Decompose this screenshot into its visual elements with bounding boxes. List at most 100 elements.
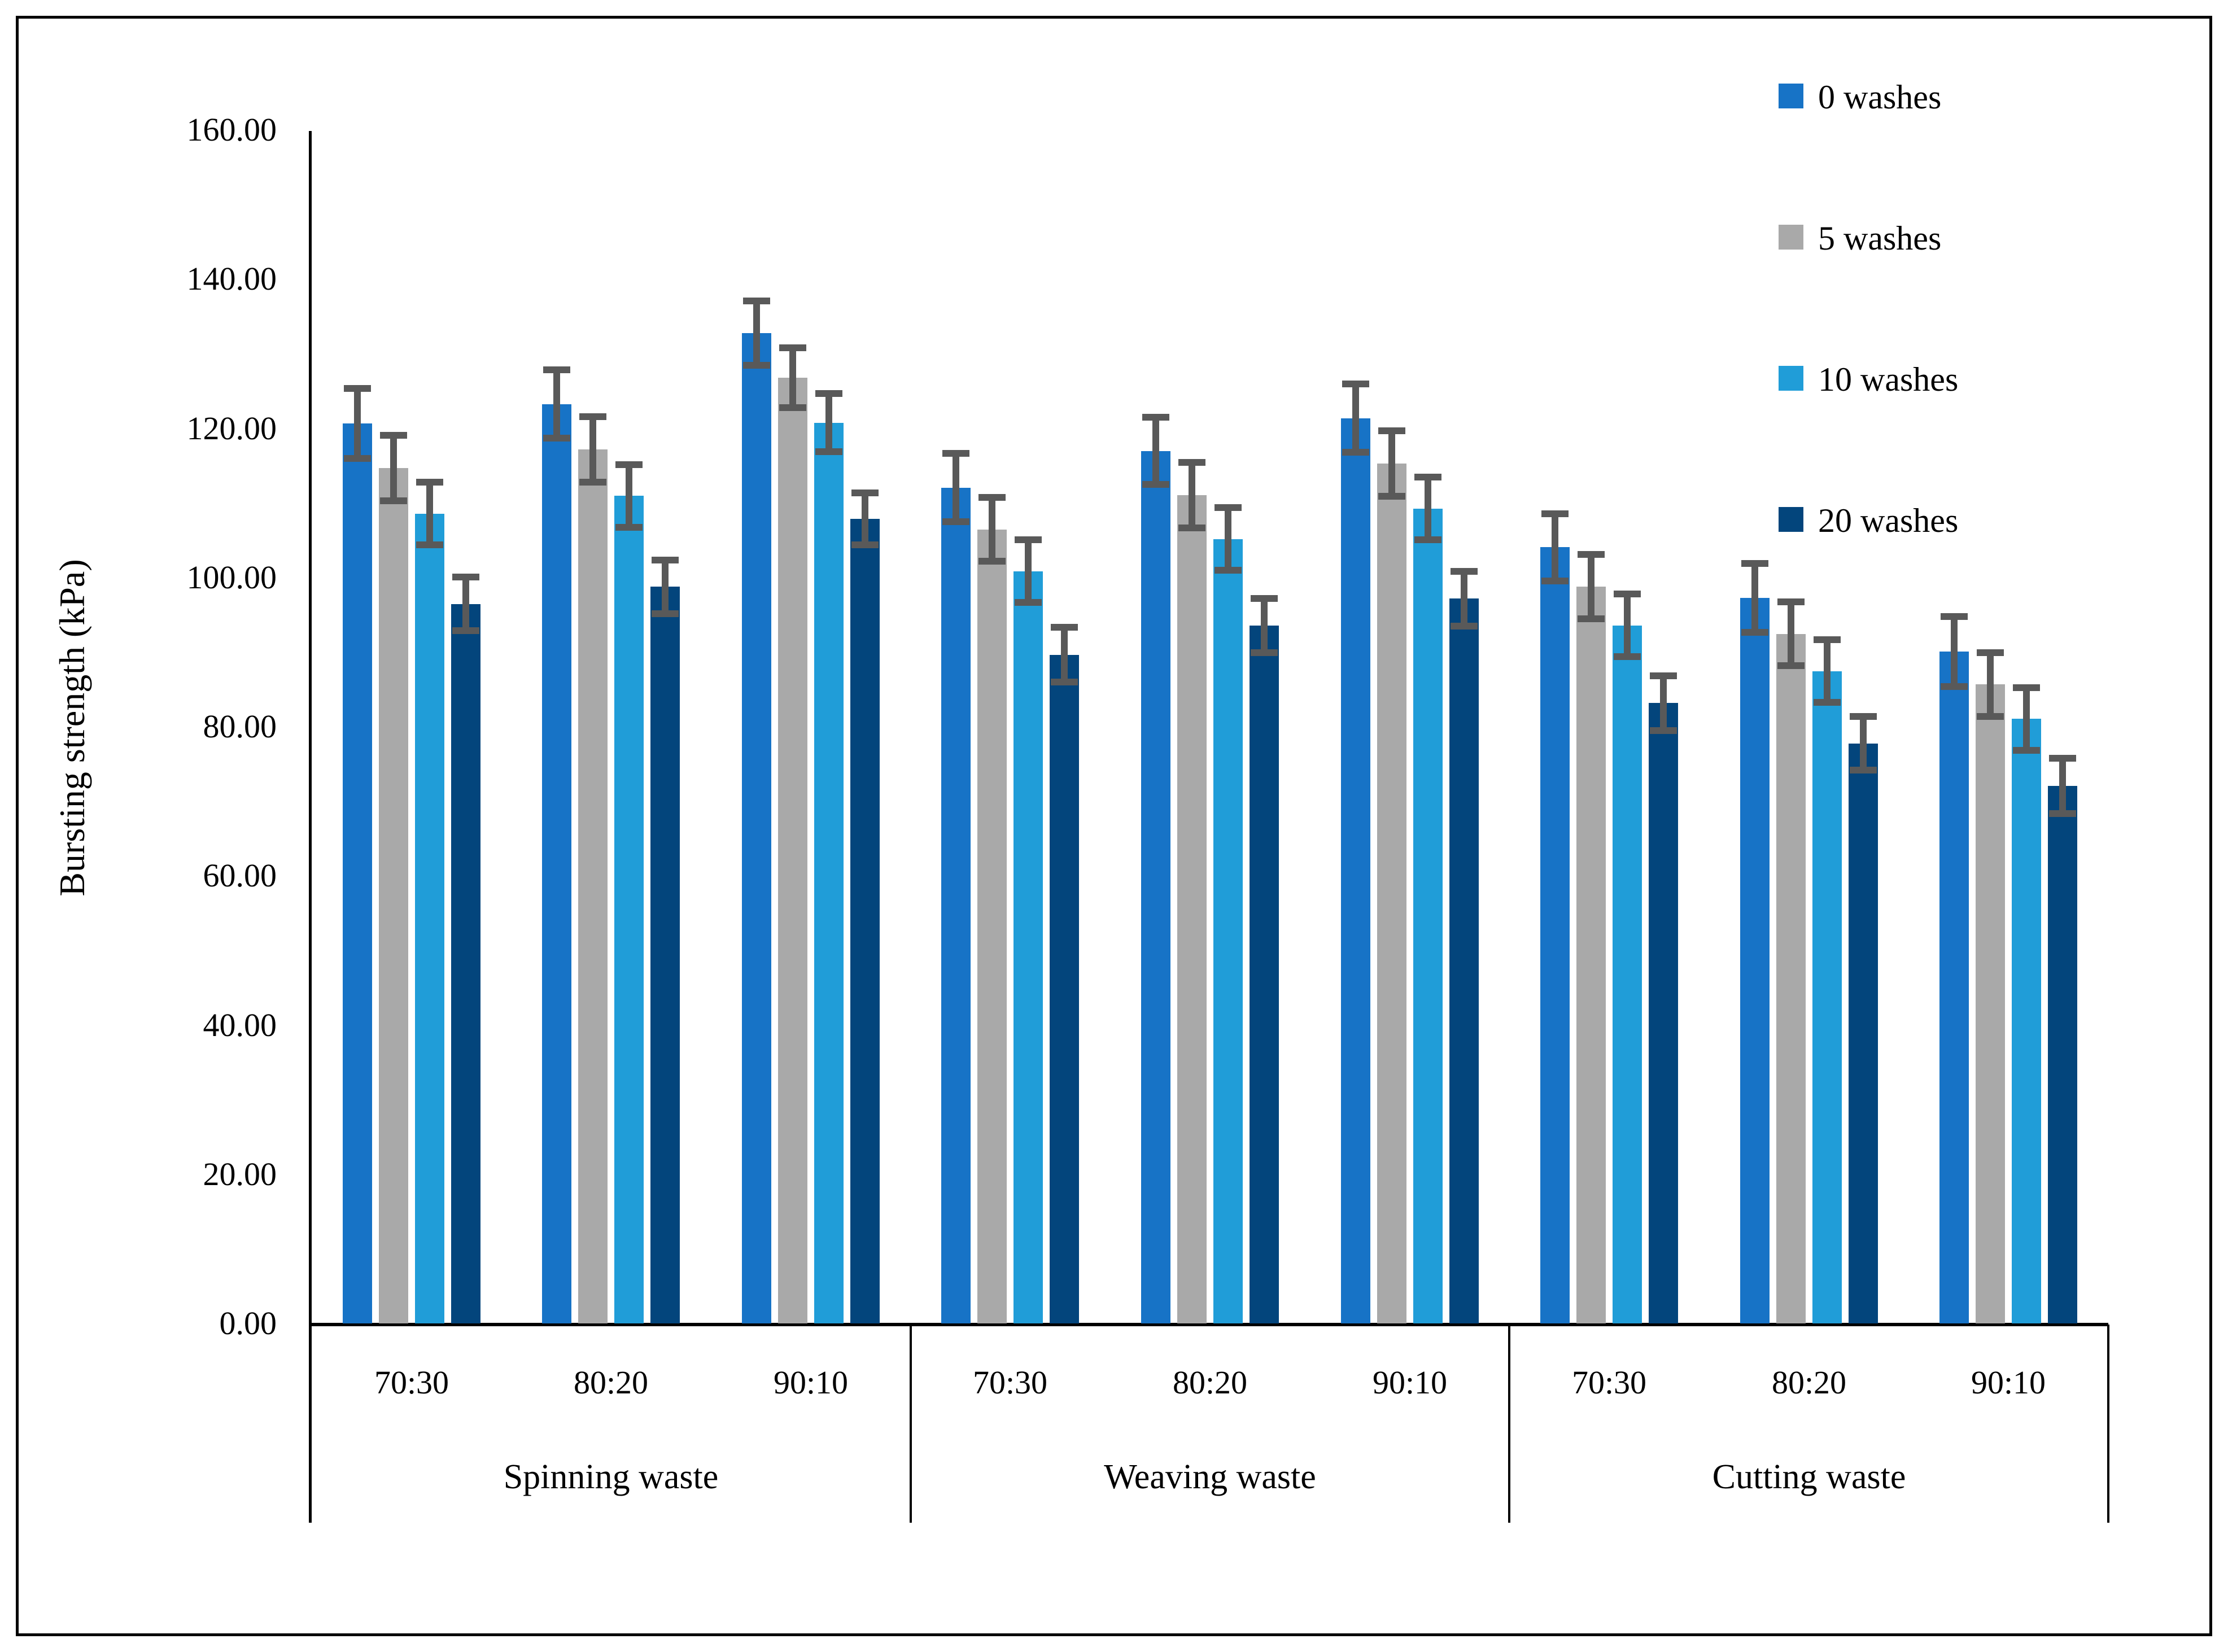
bar-20-washes-Weaving-waste-90:10 — [1449, 598, 1479, 1323]
bar-20-washes-Spinning-waste-80:20 — [650, 587, 680, 1323]
error-bar-cap — [1977, 713, 2004, 720]
error-bar-cap — [579, 479, 606, 486]
error-bar-cap — [1650, 727, 1677, 734]
error-bar-cap — [2049, 810, 2076, 817]
bar-20-washes-Cutting-waste-80:20 — [1849, 744, 1878, 1323]
error-bar-cap — [652, 557, 679, 563]
error-bar-whisker — [662, 560, 669, 614]
error-bar-cap — [543, 366, 570, 373]
error-bar-cap — [1814, 699, 1841, 706]
group-label: Weaving waste — [1104, 1458, 1316, 1496]
error-bar-cap — [615, 461, 643, 468]
y-tick-label: 120.00 — [186, 410, 277, 447]
error-bar-cap — [1578, 615, 1605, 622]
error-bar-cap — [1142, 414, 1169, 421]
error-bar-cap — [2013, 684, 2040, 691]
error-bar-cap — [1850, 713, 1877, 720]
error-bar-cap — [1941, 613, 1968, 620]
error-bar-whisker — [1552, 514, 1558, 581]
error-bar-whisker — [1660, 676, 1667, 731]
ratio-label: 90:10 — [1372, 1364, 1448, 1401]
error-bar-cap — [344, 385, 371, 392]
error-bar-cap — [779, 404, 806, 411]
legend-label: 10 washes — [1818, 361, 1959, 398]
ratio-label: 80:20 — [573, 1364, 649, 1401]
error-bar-cap — [1741, 560, 1768, 567]
error-bar-cap — [1378, 427, 1405, 434]
error-bar-cap — [1650, 672, 1677, 679]
error-bar-cap — [978, 558, 1006, 565]
error-bar-whisker — [2023, 688, 2030, 750]
bar-0-washes-Cutting-waste-70:30 — [1540, 547, 1570, 1323]
bar-20-washes-Cutting-waste-70:30 — [1649, 703, 1678, 1323]
bar-10-washes-Spinning-waste-80:20 — [614, 496, 644, 1323]
error-bar-cap — [1977, 649, 2004, 656]
bar-5-washes-Cutting-waste-90:10 — [1976, 684, 2005, 1323]
error-bar-cap — [344, 455, 371, 462]
error-bar-whisker — [553, 370, 560, 439]
legend-swatch-0-washes — [1779, 84, 1803, 108]
bar-0-washes-Weaving-waste-80:20 — [1141, 451, 1170, 1323]
error-bar-whisker — [953, 453, 959, 522]
category-divider — [910, 1325, 912, 1523]
error-bar-whisker — [1951, 617, 1958, 687]
error-bar-cap — [1777, 662, 1805, 669]
error-bar-cap — [1178, 459, 1205, 466]
error-bar-whisker — [1261, 598, 1268, 652]
error-bar-cap — [1414, 536, 1441, 543]
error-bar-cap — [1142, 481, 1169, 488]
error-bar-whisker — [862, 493, 868, 545]
error-bar-cap — [579, 413, 606, 420]
bar-0-washes-Weaving-waste-70:30 — [941, 488, 971, 1323]
error-bar-cap — [1342, 449, 1369, 456]
error-bar-whisker — [1152, 417, 1159, 484]
error-bar-cap — [1015, 599, 1042, 606]
error-bar-cap — [652, 610, 679, 617]
x-axis-baseline — [309, 1323, 2108, 1326]
error-bar-whisker — [1352, 384, 1359, 453]
error-bar-whisker — [1025, 540, 1032, 602]
y-axis-line — [309, 131, 312, 1523]
group-label: Spinning waste — [503, 1458, 719, 1496]
bar-5-washes-Spinning-waste-80:20 — [578, 449, 608, 1323]
bar-0-washes-Weaving-waste-90:10 — [1341, 418, 1370, 1323]
bar-20-washes-Spinning-waste-70:30 — [451, 604, 480, 1323]
error-bar-whisker — [390, 435, 397, 501]
bar-0-washes-Spinning-waste-70:30 — [343, 423, 372, 1323]
error-bar-cap — [2049, 755, 2076, 762]
error-bar-whisker — [1189, 462, 1195, 528]
bar-5-washes-Weaving-waste-70:30 — [977, 530, 1007, 1323]
error-bar-cap — [1614, 653, 1641, 660]
error-bar-whisker — [1061, 627, 1068, 683]
bar-10-washes-Cutting-waste-90:10 — [2012, 719, 2041, 1323]
error-bar-whisker — [1624, 594, 1631, 657]
y-tick-label: 80.00 — [203, 708, 277, 745]
error-bar-whisker — [354, 388, 361, 458]
y-axis-title: Bursting strength (kPa) — [52, 559, 92, 897]
error-bar-whisker — [1588, 554, 1594, 619]
error-bar-cap — [1541, 510, 1569, 517]
ratio-label: 70:30 — [1571, 1364, 1647, 1401]
y-tick-label: 0.00 — [219, 1305, 277, 1341]
bar-5-washes-Cutting-waste-80:20 — [1776, 634, 1806, 1323]
error-bar-cap — [1251, 595, 1278, 602]
bar-10-washes-Cutting-waste-70:30 — [1613, 626, 1642, 1323]
error-bar-whisker — [1824, 640, 1831, 702]
error-bar-cap — [1614, 591, 1641, 597]
error-bar-cap — [1015, 536, 1042, 543]
error-bar-cap — [1451, 623, 1478, 630]
error-bar-cap — [851, 541, 879, 548]
error-bar-cap — [1342, 381, 1369, 387]
ratio-label: 90:10 — [773, 1364, 849, 1401]
ratio-label: 70:30 — [972, 1364, 1048, 1401]
legend-swatch-5-washes — [1779, 225, 1803, 250]
y-tick-label: 140.00 — [186, 260, 277, 297]
error-bar-whisker — [1788, 602, 1794, 666]
error-bar-cap — [416, 541, 443, 548]
error-bar-cap — [1378, 493, 1405, 500]
error-bar-cap — [452, 574, 479, 580]
error-bar-cap — [1814, 636, 1841, 643]
error-bar-cap — [851, 490, 879, 496]
error-bar-whisker — [1425, 477, 1431, 540]
error-bar-whisker — [1751, 563, 1758, 632]
